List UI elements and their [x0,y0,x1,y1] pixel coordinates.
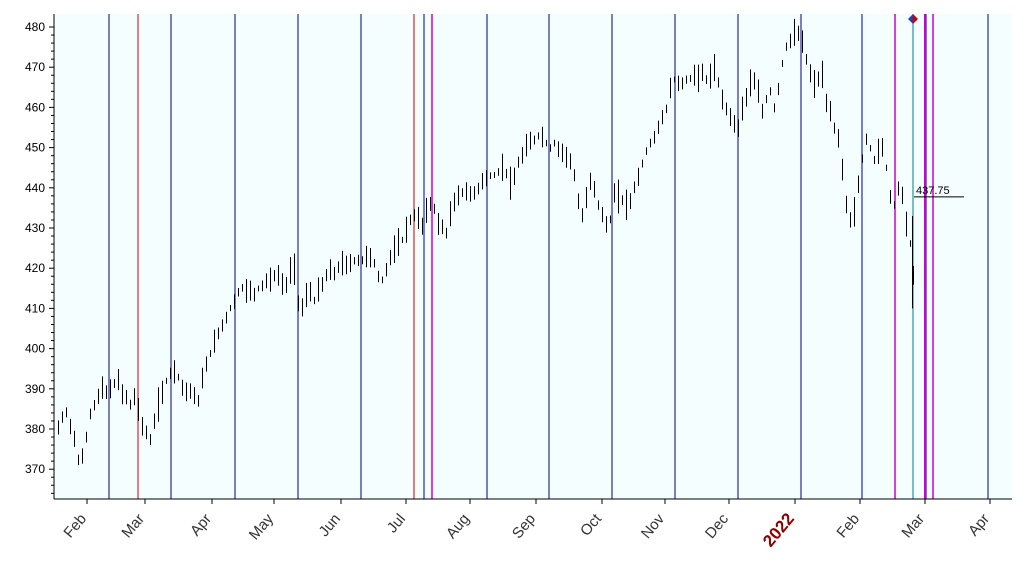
last-price-label: 437.75 [916,185,950,197]
x-tick-label: May [246,510,278,543]
x-axis: Feb Mar Apr May Jun Jul Aug Sep Oct Nov Dec 2022 Feb… [60,499,993,551]
y-tick-label: 450 [25,141,45,155]
x-tick-label: Apr [187,511,215,540]
diamond-marker-left [908,14,913,24]
annotations: 437.75 [908,14,964,198]
x-tick-label: Jul [384,511,409,537]
x-tick-label: Feb [833,511,863,542]
y-tick-label: 400 [25,342,45,356]
x-year-label: 2022 [759,509,798,550]
x-tick-label: Feb [60,511,90,542]
y-tick-label: 420 [25,261,45,275]
x-tick-label: Apr [965,511,993,540]
y-tick-label: 380 [25,422,45,436]
plot-area [54,14,1012,499]
x-tick-label: Jun [315,511,344,540]
y-tick-label: 460 [25,100,45,114]
x-tick-label: Mar [118,511,148,542]
cycle-lines [108,14,989,499]
diamond-marker-right [913,14,918,24]
y-tick-label: 410 [25,301,45,315]
price-bars [58,18,914,466]
x-tick-label: Sep [509,511,539,542]
y-tick-label: 480 [25,20,45,34]
x-tick-label: Aug [443,511,473,542]
x-tick-label: Dec [702,510,732,542]
y-tick-label: 440 [25,181,45,195]
x-tick-label: Nov [638,510,668,542]
y-axis: 370 380 390 400 410 420 430 440 450 460 470 480 [25,20,54,494]
y-tick-label: 390 [25,382,45,396]
x-tick-label: Oct [577,510,606,539]
y-tick-label: 470 [25,60,45,74]
x-tick-label: Mar [898,511,928,542]
y-tick-label: 370 [25,462,45,476]
y-tick-label: 430 [25,221,45,235]
